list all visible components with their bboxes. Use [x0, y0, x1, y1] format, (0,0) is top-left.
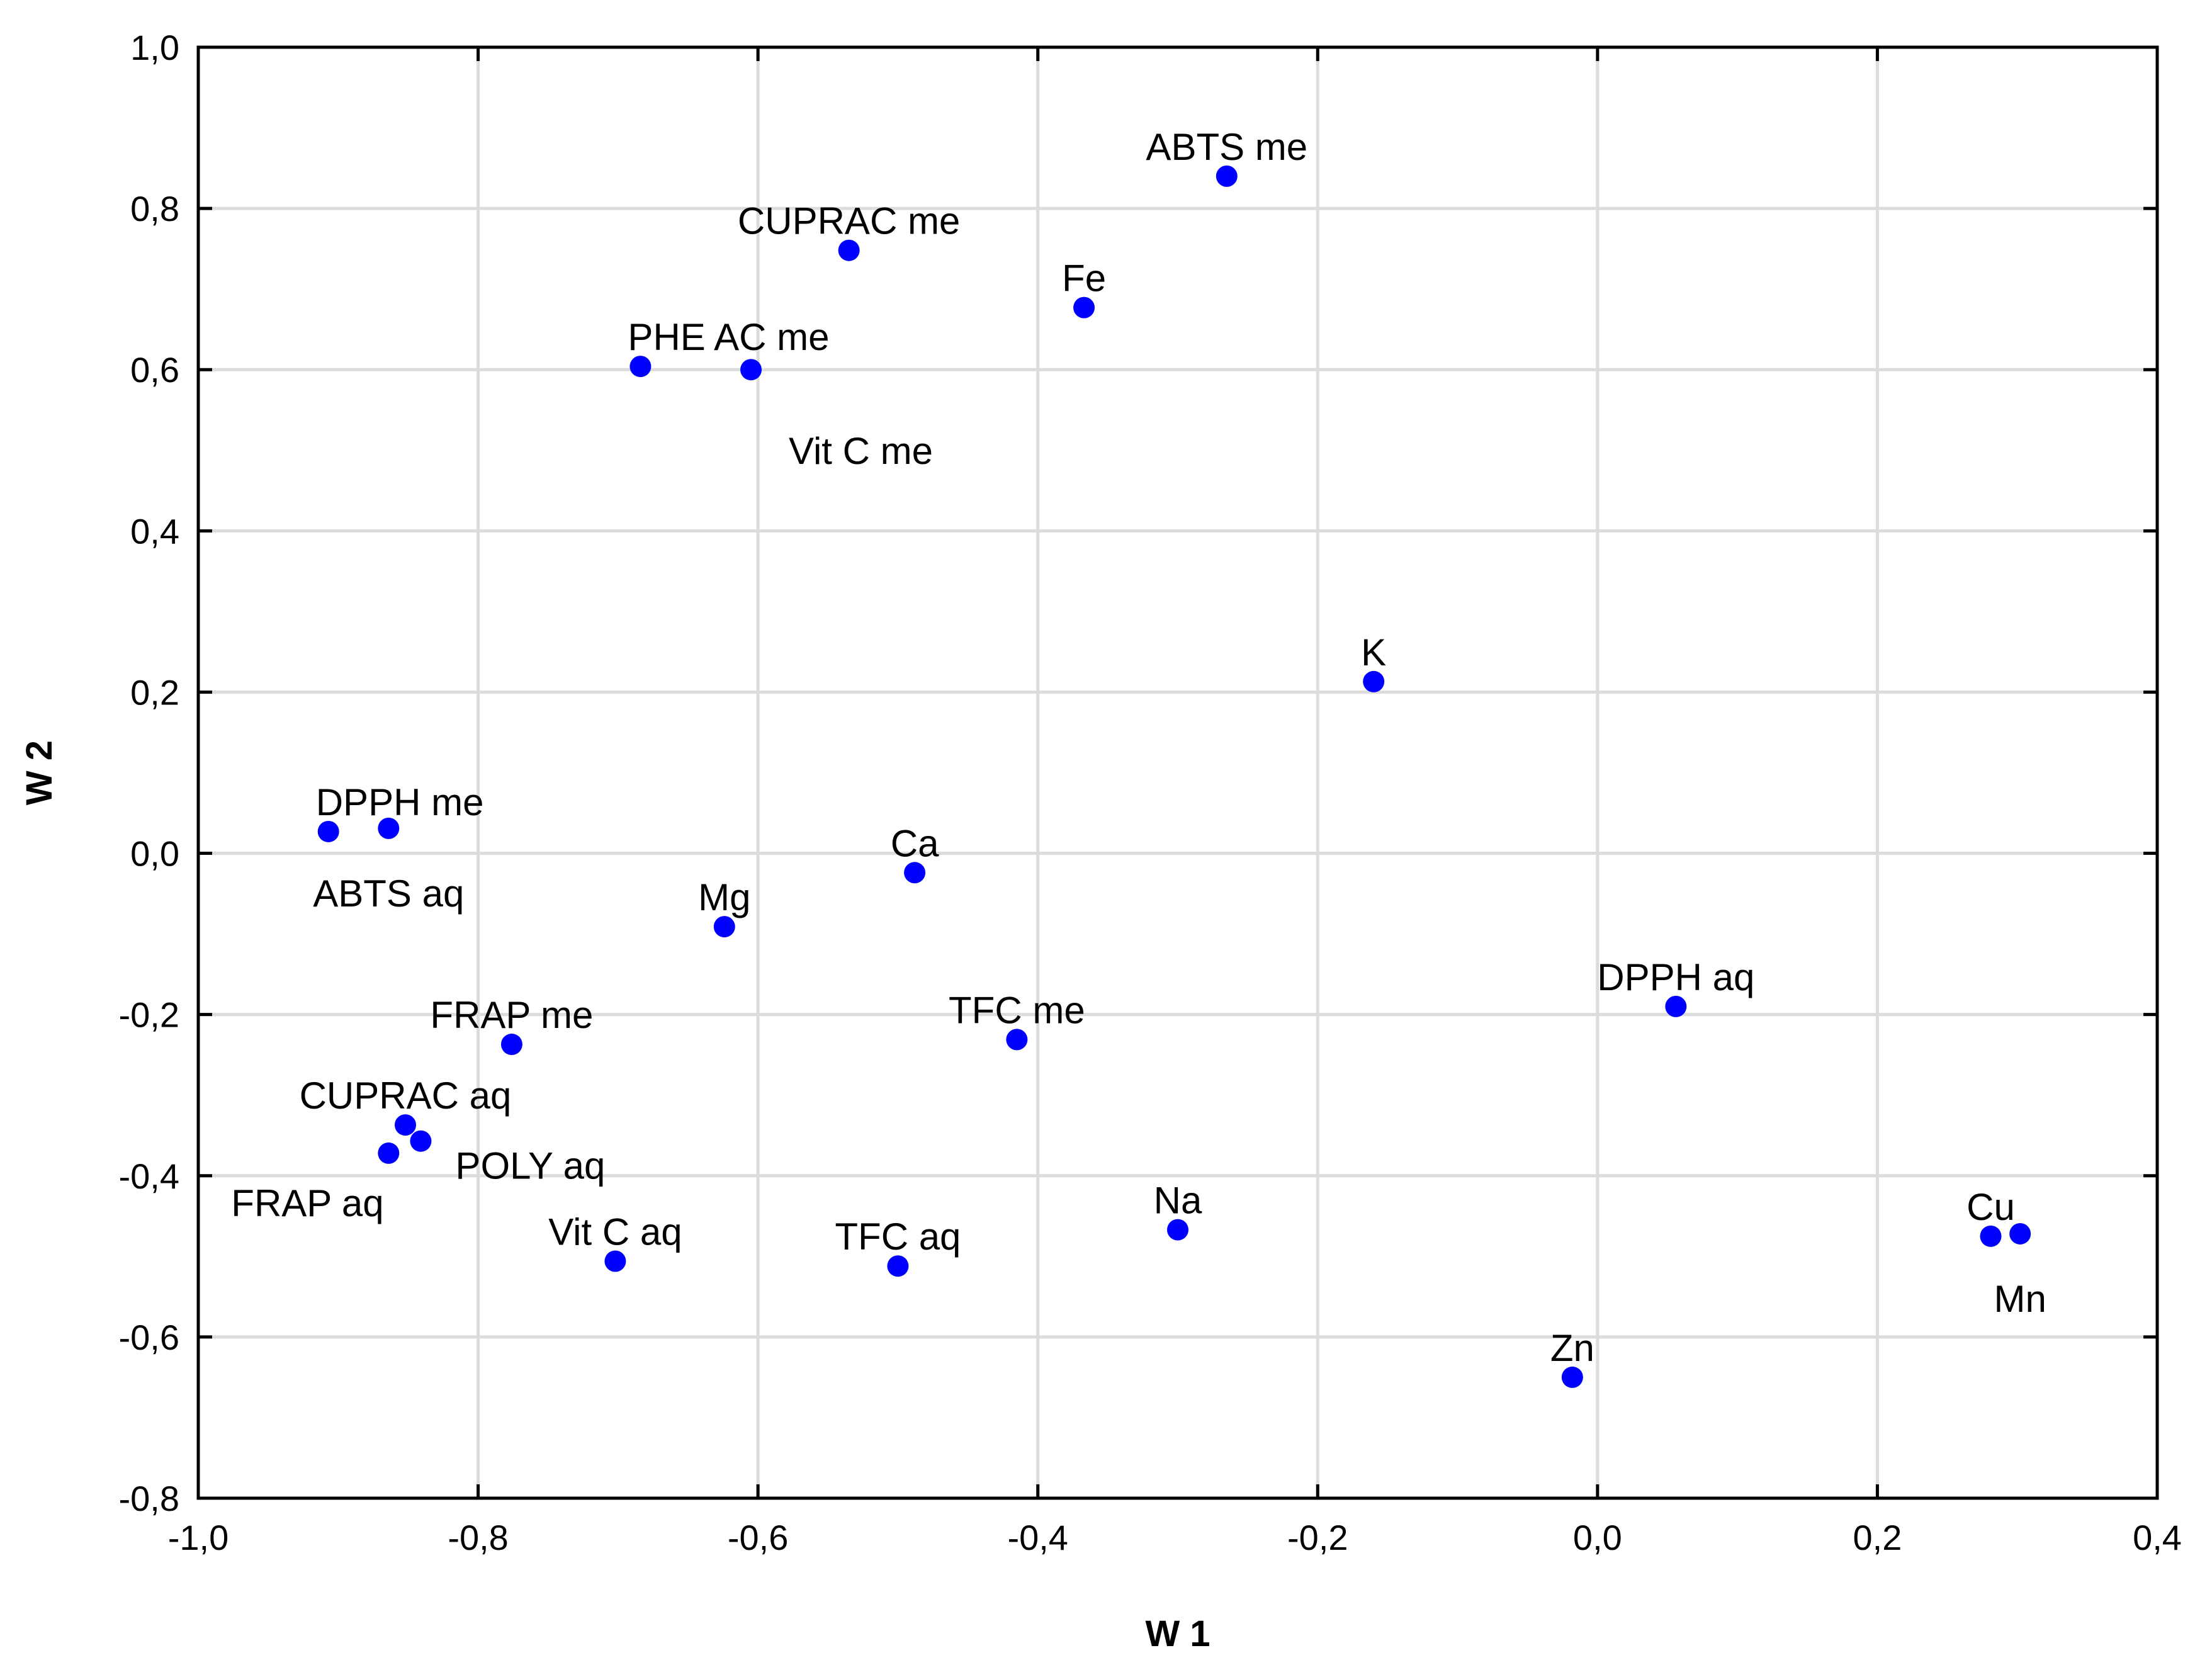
data-point: [629, 356, 652, 378]
plot-frame: [196, 45, 2159, 1500]
y-tick-label: -0,2: [119, 995, 180, 1035]
grid-lines: [198, 47, 2157, 1498]
point-labels: ABTS me CUPRAC me Fe PHE AC me Vit C me K DPPH…: [231, 126, 2046, 1369]
point-label: Cu: [1967, 1186, 2015, 1228]
point-label: POLY aq: [455, 1145, 605, 1187]
data-point: [1006, 1029, 1028, 1051]
data-point: [410, 1130, 432, 1152]
point-label: ABTS me: [1146, 126, 1307, 168]
x-tick-label: -0,8: [448, 1518, 509, 1557]
data-point: [1665, 995, 1687, 1017]
data-point: [838, 239, 860, 261]
point-label: FRAP aq: [231, 1182, 383, 1224]
data-point: [394, 1114, 416, 1136]
x-tick-label: -1,0: [168, 1518, 229, 1557]
point-label: PHE AC me: [628, 316, 829, 358]
x-tick-label: -0,2: [1287, 1518, 1348, 1557]
point-label: DPPH aq: [1597, 956, 1754, 998]
data-point: [378, 817, 400, 839]
data-point: [740, 359, 762, 381]
point-label: Na: [1154, 1180, 1202, 1222]
point-label: Mg: [698, 876, 750, 918]
axis-ticks: [196, 45, 2159, 1500]
y-axis-title: W 2: [19, 740, 60, 805]
data-point: [500, 1034, 522, 1056]
data-point: [1561, 1366, 1583, 1388]
data-point: [378, 1142, 400, 1164]
point-label: TFC me: [949, 989, 1085, 1031]
data-point: [317, 820, 339, 842]
point-label: CUPRAC aq: [300, 1075, 512, 1117]
x-tick-label: 0,0: [1573, 1518, 1622, 1557]
data-point: [1216, 165, 1238, 187]
y-tick-label: 0,6: [130, 350, 179, 390]
data-point: [887, 1255, 909, 1277]
point-label: Zn: [1550, 1327, 1594, 1369]
point-label: Vit C aq: [548, 1211, 682, 1253]
y-tick-label: 0,4: [130, 511, 179, 551]
data-points: [317, 165, 2031, 1388]
data-point: [713, 916, 735, 938]
point-label: K: [1361, 631, 1386, 674]
point-label: ABTS aq: [313, 872, 464, 915]
x-tick-label: 0,2: [1853, 1518, 1902, 1557]
x-tick-label: -0,4: [1007, 1518, 1068, 1557]
data-point: [604, 1250, 626, 1272]
x-tick-label: 0,4: [2133, 1518, 2182, 1557]
y-tick-label: 0,8: [130, 189, 179, 229]
point-label: Mn: [1994, 1278, 2046, 1320]
data-point: [904, 862, 926, 884]
data-point: [2009, 1222, 2031, 1245]
data-point: [1363, 670, 1385, 692]
point-label: FRAP me: [430, 994, 593, 1036]
point-label: Vit C me: [789, 430, 933, 472]
y-tick-label: -0,6: [119, 1318, 180, 1357]
y-tick-label: 0,0: [130, 834, 179, 874]
point-label: Ca: [891, 822, 939, 864]
y-tick-label: 1,0: [130, 28, 179, 67]
point-label: Fe: [1062, 257, 1106, 300]
y-tick-label: -0,4: [119, 1156, 180, 1196]
tick-labels: -1,0 -0,8 -0,6 -0,4 -0,2 0,0 0,2 0,4-0,8-0,6-0,…: [119, 28, 2182, 1557]
data-point: [1167, 1219, 1188, 1241]
data-point: [1073, 296, 1095, 319]
point-label: CUPRAC me: [738, 200, 960, 242]
x-tick-label: -0,6: [728, 1518, 789, 1557]
point-label: TFC aq: [835, 1216, 961, 1258]
y-tick-label: -0,8: [119, 1479, 180, 1518]
y-tick-label: 0,2: [130, 672, 179, 712]
point-label: DPPH me: [316, 781, 484, 823]
data-point: [1980, 1225, 2002, 1247]
x-axis-title: W 1: [1145, 1613, 1210, 1654]
